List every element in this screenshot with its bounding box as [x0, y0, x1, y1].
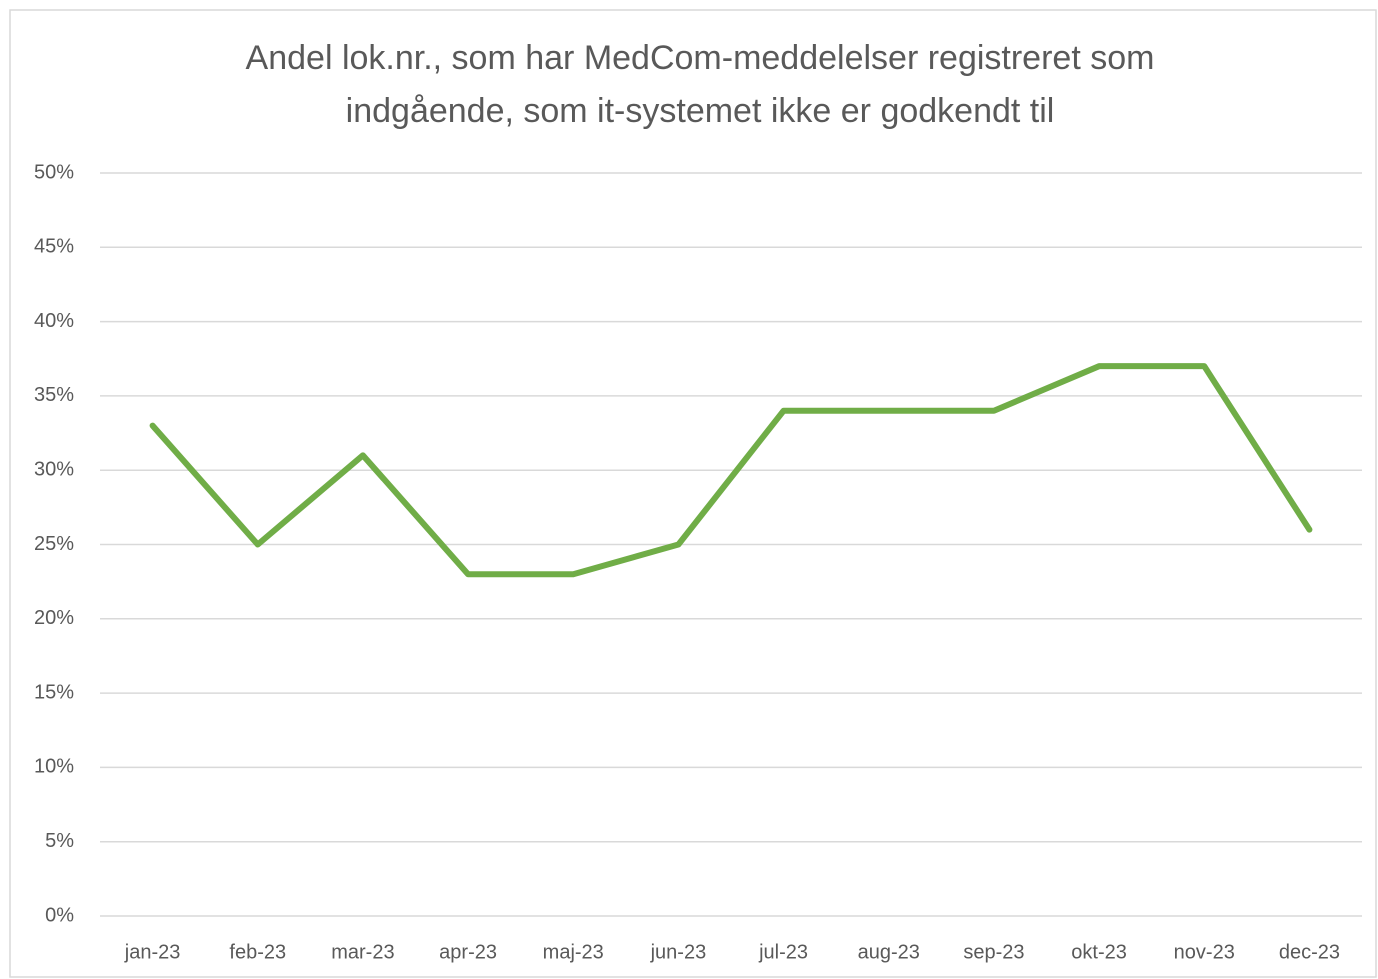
y-tick-label: 5% — [45, 830, 74, 852]
x-tick-label: dec-23 — [1279, 941, 1340, 963]
x-tick-label: jul-23 — [758, 941, 808, 963]
x-tick-label: mar-23 — [331, 941, 394, 963]
chart-title: Andel lok.nr., som har MedCom-meddelelse… — [246, 39, 1155, 77]
y-tick-label: 0% — [45, 904, 74, 926]
data-line — [149, 363, 1313, 578]
y-tick-label: 35% — [34, 384, 74, 406]
y-tick-label: 15% — [34, 681, 74, 703]
y-tick-label: 20% — [34, 607, 74, 629]
x-tick-label: jun-23 — [650, 941, 707, 963]
y-tick-label: 30% — [34, 458, 74, 480]
x-tick-label: maj-23 — [543, 941, 604, 963]
x-tick-label: nov-23 — [1174, 941, 1235, 963]
x-tick-label: okt-23 — [1071, 941, 1127, 963]
y-tick-label: 45% — [34, 236, 74, 258]
x-tick-label: jan-23 — [124, 941, 181, 963]
x-tick-label: sep-23 — [963, 941, 1024, 963]
y-tick-label: 50% — [34, 161, 74, 183]
x-tick-label: aug-23 — [858, 941, 920, 963]
x-tick-label: apr-23 — [439, 941, 497, 963]
y-tick-label: 10% — [34, 756, 74, 778]
x-tick-label: feb-23 — [229, 941, 286, 963]
chart-frame — [9, 9, 1377, 978]
y-tick-label: 25% — [34, 533, 74, 555]
y-tick-label: 40% — [34, 310, 74, 332]
chart-title: indgående, som it-systemet ikke er godke… — [346, 92, 1055, 130]
